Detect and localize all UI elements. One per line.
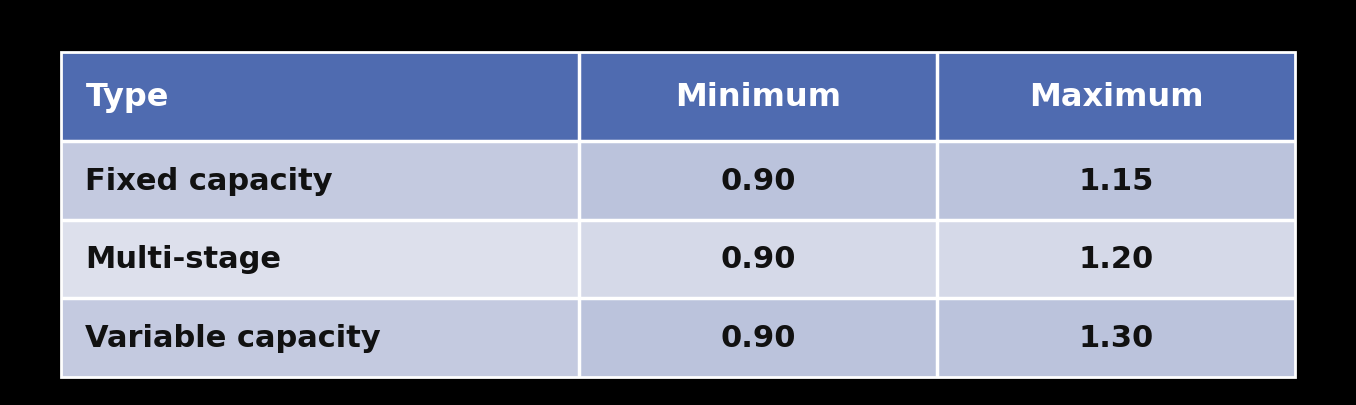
- Bar: [61, 220, 579, 298]
- Bar: [937, 220, 1295, 298]
- Text: 1.30: 1.30: [1078, 323, 1154, 352]
- Bar: [579, 53, 937, 142]
- Text: Fixed capacity: Fixed capacity: [85, 166, 334, 195]
- Text: 0.90: 0.90: [720, 245, 796, 274]
- Bar: [579, 298, 937, 377]
- Bar: [61, 298, 579, 377]
- Bar: [937, 53, 1295, 142]
- Text: Multi-stage: Multi-stage: [85, 245, 282, 274]
- Text: Type: Type: [85, 82, 168, 113]
- Bar: [579, 220, 937, 298]
- Bar: [61, 53, 579, 142]
- Bar: [579, 142, 937, 220]
- Bar: [61, 142, 579, 220]
- Text: 1.20: 1.20: [1078, 245, 1154, 274]
- Text: 1.15: 1.15: [1078, 166, 1154, 195]
- Bar: [937, 298, 1295, 377]
- Text: 0.90: 0.90: [720, 166, 796, 195]
- Text: Variable capacity: Variable capacity: [85, 323, 381, 352]
- Text: Maximum: Maximum: [1029, 82, 1203, 113]
- Text: 0.90: 0.90: [720, 323, 796, 352]
- Text: Minimum: Minimum: [675, 82, 841, 113]
- Bar: [937, 142, 1295, 220]
- Bar: [61, 53, 1295, 377]
